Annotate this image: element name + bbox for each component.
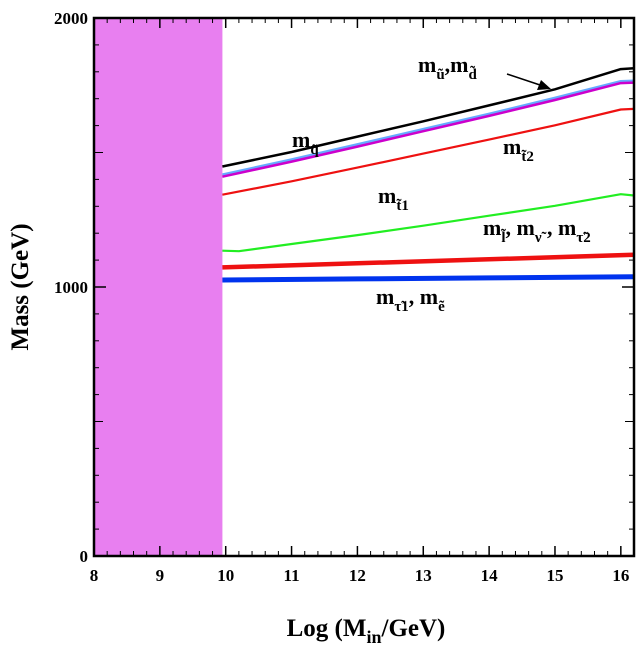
series-line-6 xyxy=(222,274,635,283)
series-line-0 xyxy=(222,67,635,168)
label-down-sub: d̃ xyxy=(469,65,478,83)
y-tick-label-2000: 2000 xyxy=(54,9,88,28)
label-stop1-m: m xyxy=(378,183,396,208)
x-tick-label-14: 14 xyxy=(481,566,499,585)
label-stau1-num: 1 xyxy=(401,299,409,315)
label-stop2-m: m xyxy=(503,134,521,159)
excluded-region xyxy=(94,18,223,556)
label-sneutrino-m: , m xyxy=(506,215,535,240)
series-line-4 xyxy=(222,193,635,253)
label-squark-m: m xyxy=(292,127,310,152)
label-selectron-sub: ẽ xyxy=(438,299,445,315)
label-stau1-selectron: mτ̃1, mẽ xyxy=(376,284,445,315)
label-stop1: mt̃1 xyxy=(378,183,409,214)
label-up-down-arrowhead xyxy=(537,80,551,90)
x-tick-label-8: 8 xyxy=(90,566,99,585)
label-stau2-sub: τ̃ xyxy=(576,230,588,246)
label-stau2-m: , m xyxy=(542,215,577,240)
label-stop1-sub: t̃ xyxy=(396,198,401,214)
x-tick-label-12: 12 xyxy=(349,566,366,585)
y-tick-label-1000: 1000 xyxy=(54,278,88,297)
y-tick-label-0: 0 xyxy=(80,547,89,566)
label-slepton-sub: l̃ xyxy=(501,228,506,246)
label-slepton: ml̃, mν̃ , mτ̃2 xyxy=(483,215,591,246)
label-stop2-sub: t̃ xyxy=(521,149,526,165)
label-selectron-m: , m xyxy=(409,284,438,309)
x-tick-label-16: 16 xyxy=(612,566,629,585)
series-line-3 xyxy=(222,107,635,196)
label-stop2: mt̃2 xyxy=(503,134,534,165)
label-stau2-num: 2 xyxy=(583,230,591,246)
x-tick-label-9: 9 xyxy=(156,566,165,585)
label-up-m: m xyxy=(418,52,436,77)
label-down-m: ,m xyxy=(445,52,469,77)
label-stop1-num: 1 xyxy=(401,198,409,214)
label-slepton-m: m xyxy=(483,215,501,240)
label-up-down-arrow xyxy=(506,73,544,87)
label-up-down: mũ,md̃ xyxy=(418,52,478,83)
series-line-5 xyxy=(222,252,635,270)
series-line-2 xyxy=(222,81,635,178)
label-stau1-m: m xyxy=(376,284,394,309)
label-squark: mq̃ xyxy=(292,127,319,158)
x-axis-title-main: Log (M xyxy=(287,615,367,642)
x-tick-label-11: 11 xyxy=(284,566,300,585)
x-axis-title: Log (Min/GeV) xyxy=(287,615,446,647)
label-up-sub: ũ xyxy=(436,67,444,83)
label-stau1-sub: τ̃ xyxy=(394,299,406,315)
label-squark-sub: q̃ xyxy=(310,142,319,158)
x-axis-title-tail: /GeV) xyxy=(381,615,446,642)
x-tick-label-13: 13 xyxy=(415,566,432,585)
x-tick-label-10: 10 xyxy=(217,566,234,585)
label-stop2-num: 2 xyxy=(526,149,534,165)
x-tick-label-15: 15 xyxy=(546,566,563,585)
y-axis-title: Mass (GeV) xyxy=(7,223,34,350)
x-axis-title-sub: in xyxy=(366,627,381,647)
series-line-1 xyxy=(222,79,635,176)
